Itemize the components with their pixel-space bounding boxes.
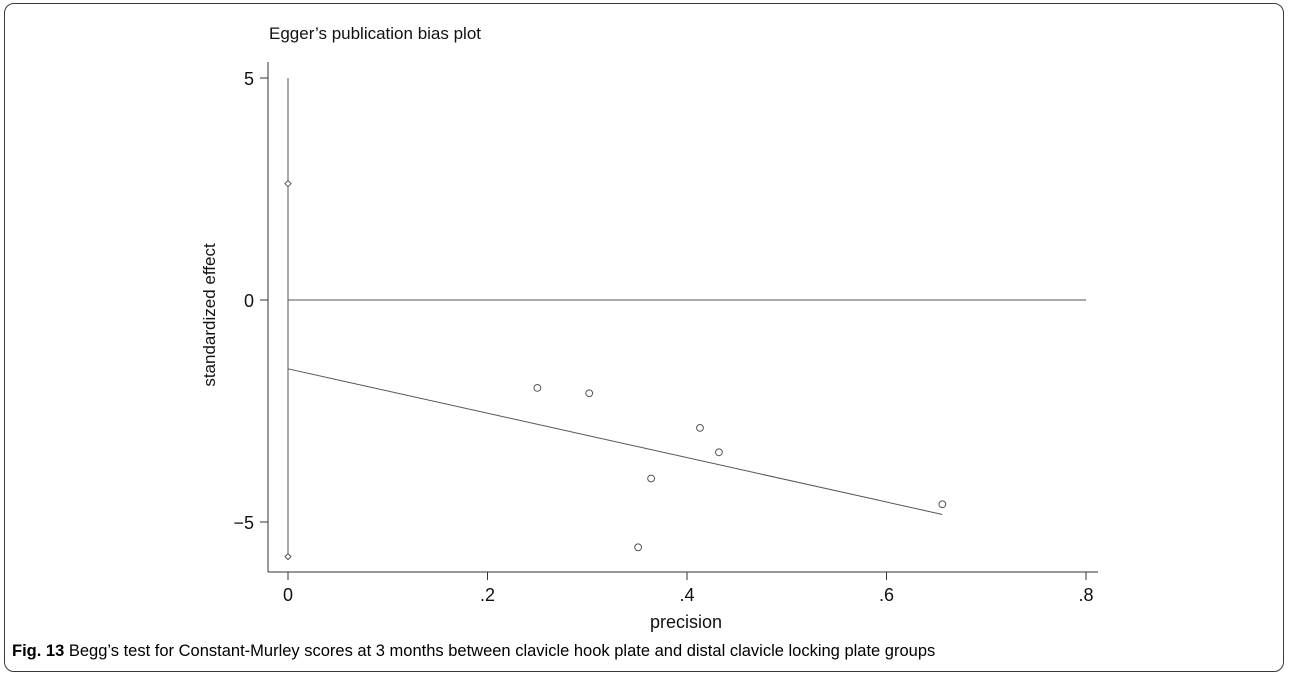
data-point [715,448,723,457]
y-tick-label: −5 [233,513,254,533]
data-point [938,500,947,509]
figure-frame [4,3,1284,672]
x-tick-label: 0 [283,585,293,605]
figure-caption-text: Begg’s test for Constant-Murley scores a… [68,642,936,660]
data-point [533,384,542,392]
figure-label: Fig. 13 [12,642,65,660]
data-point [634,543,643,552]
x-axis-label: precision [650,612,722,632]
figure-caption: Fig. 13 Begg’s test for Constant-Murley … [12,642,935,661]
x-tick-label: .6 [879,585,894,605]
data-point [696,423,704,432]
x-tick-label: .2 [480,585,495,605]
data-point [647,474,655,483]
data-markers [284,179,947,561]
regression-line [287,368,943,515]
plot-lines [287,78,1086,557]
ci-diamond-marker [284,552,292,561]
x-tick-label: .4 [679,585,694,605]
y-tick-label: 0 [244,291,254,311]
axes: 0 .2 .4 .6 .8 5 0 −5 [233,62,1098,605]
y-axis-label: standardized effect [200,243,219,387]
ci-diamond-marker [284,179,292,188]
data-point [585,389,594,398]
x-tick-label: .8 [1078,585,1093,605]
y-tick-label: 5 [244,69,254,89]
chart-title: Egger’s publication bias plot [269,24,481,43]
